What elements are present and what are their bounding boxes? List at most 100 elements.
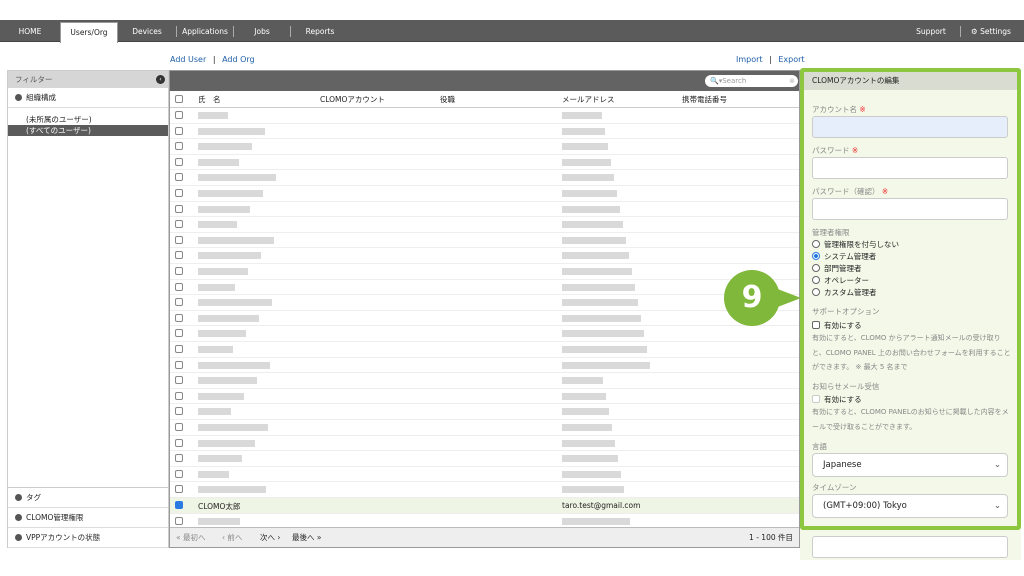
admin-option[interactable]: 部門管理者 [812,263,862,274]
radio-icon [812,252,820,260]
table-row[interactable] [170,264,799,280]
row-checkbox[interactable] [175,204,183,213]
org-section[interactable]: 組織構成 [8,88,168,108]
row-checkbox[interactable] [175,313,183,322]
table-row[interactable]: CLOMO太郎 taro.test@gmail.com [170,498,799,514]
row-checkbox[interactable] [175,345,183,353]
table-row[interactable] [170,420,799,436]
row-checkbox[interactable] [175,501,183,509]
admin-option[interactable]: 管理権限を付与しない [812,239,899,250]
search-input[interactable]: 🔍▾Search ⊗ [705,75,798,87]
row-checkbox[interactable] [175,189,183,197]
table-row[interactable] [170,155,799,171]
org-item-all[interactable]: (すべてのユーザー) [8,125,168,136]
admin-option[interactable]: オペレーター [812,275,869,286]
row-checkbox[interactable] [175,516,183,525]
collapse-icon[interactable]: ‹ [156,75,165,84]
table-row[interactable] [170,436,799,452]
tab-home[interactable]: HOME [18,27,42,36]
row-checkbox[interactable] [175,454,183,463]
support-checkbox[interactable]: 有効にする [812,320,862,331]
row-checkbox[interactable] [175,298,183,307]
tab-devices[interactable]: Devices [132,27,162,36]
next-field-input[interactable] [812,536,1008,558]
clomo-permission-section[interactable]: CLOMO管理権限 [8,508,168,528]
col-name[interactable]: 氏 名 [198,95,221,104]
row-checkbox[interactable] [175,251,183,260]
export-link[interactable]: Export [778,55,805,64]
password-confirm-input[interactable] [812,198,1008,220]
row-checkbox[interactable] [175,360,183,369]
table-row[interactable] [170,311,799,327]
table-row[interactable] [170,326,799,342]
first-page[interactable]: « 最初へ [176,533,206,542]
row-checkbox[interactable] [175,173,183,182]
admin-option[interactable]: カスタム管理者 [812,287,877,298]
table-row[interactable] [170,280,799,296]
table-row[interactable] [170,404,799,420]
table-row[interactable] [170,124,799,140]
password-input[interactable] [812,157,1008,179]
support-link[interactable]: Support [916,27,946,36]
admin-option[interactable]: システム管理者 [812,251,876,262]
tab-reports[interactable]: Reports [305,27,335,36]
table-row[interactable] [170,451,799,467]
col-email[interactable]: メールアドレス [562,95,615,104]
vpp-status-section[interactable]: VPPアカウントの状態 [8,528,168,548]
table-row[interactable] [170,186,799,202]
prev-page[interactable]: ‹ 前へ [222,533,243,542]
table-row[interactable] [170,295,799,311]
blurred-name [198,190,263,197]
org-item-unassigned[interactable]: (未所属のユーザー) [26,115,92,124]
row-checkbox[interactable] [175,157,183,166]
row-checkbox[interactable] [175,142,183,151]
table-row[interactable] [170,342,799,358]
table-row[interactable] [170,358,799,374]
table-row[interactable] [170,217,799,233]
table-row[interactable] [170,108,799,124]
select-all-checkbox[interactable] [175,95,183,103]
language-select[interactable]: Japanese ⌄ [812,453,1008,477]
next-page[interactable]: 次へ › [260,533,281,542]
row-checkbox[interactable] [175,376,183,385]
table-row[interactable] [170,248,799,264]
tab-jobs[interactable]: Jobs [254,27,270,36]
notice-checkbox[interactable]: 有効にする [812,394,862,405]
table-row[interactable] [170,482,799,498]
table-row[interactable] [170,467,799,483]
table-row[interactable] [170,373,799,389]
timezone-select[interactable]: (GMT+09:00) Tokyo ⌄ [812,494,1008,518]
table-row[interactable] [170,233,799,249]
tab-users-org[interactable]: Users/Org [60,22,118,43]
tag-section[interactable]: タグ [8,488,168,508]
row-checkbox[interactable] [175,469,183,478]
tab-applications[interactable]: Applications [182,27,228,36]
table-row[interactable] [170,389,799,405]
table-row[interactable] [170,202,799,218]
last-page[interactable]: 最後へ » [292,533,322,542]
add-org-link[interactable]: Add Org [222,55,255,64]
col-title[interactable]: 役職 [440,95,455,104]
settings-link[interactable]: ⚙ Settings [971,27,1011,36]
row-checkbox[interactable] [175,111,183,119]
row-checkbox[interactable] [175,438,183,447]
row-checkbox[interactable] [175,391,183,400]
table-row[interactable] [170,170,799,186]
row-checkbox[interactable] [175,407,183,416]
row-checkbox[interactable] [175,485,183,494]
blurred-email [562,174,614,182]
row-checkbox[interactable] [175,282,183,291]
row-checkbox[interactable] [175,235,183,244]
row-checkbox[interactable] [175,267,183,275]
table-row[interactable] [170,139,799,155]
row-checkbox[interactable] [175,220,183,229]
row-checkbox[interactable] [175,423,183,431]
col-account[interactable]: CLOMOアカウント [320,95,385,104]
col-phone[interactable]: 携帯電話番号 [682,95,727,104]
account-name-input[interactable] [812,116,1008,138]
import-link[interactable]: Import [736,55,763,64]
row-checkbox[interactable] [175,126,183,135]
row-checkbox[interactable] [175,329,183,338]
add-user-link[interactable]: Add User [170,55,207,64]
clear-icon[interactable]: ⊗ [789,77,795,85]
